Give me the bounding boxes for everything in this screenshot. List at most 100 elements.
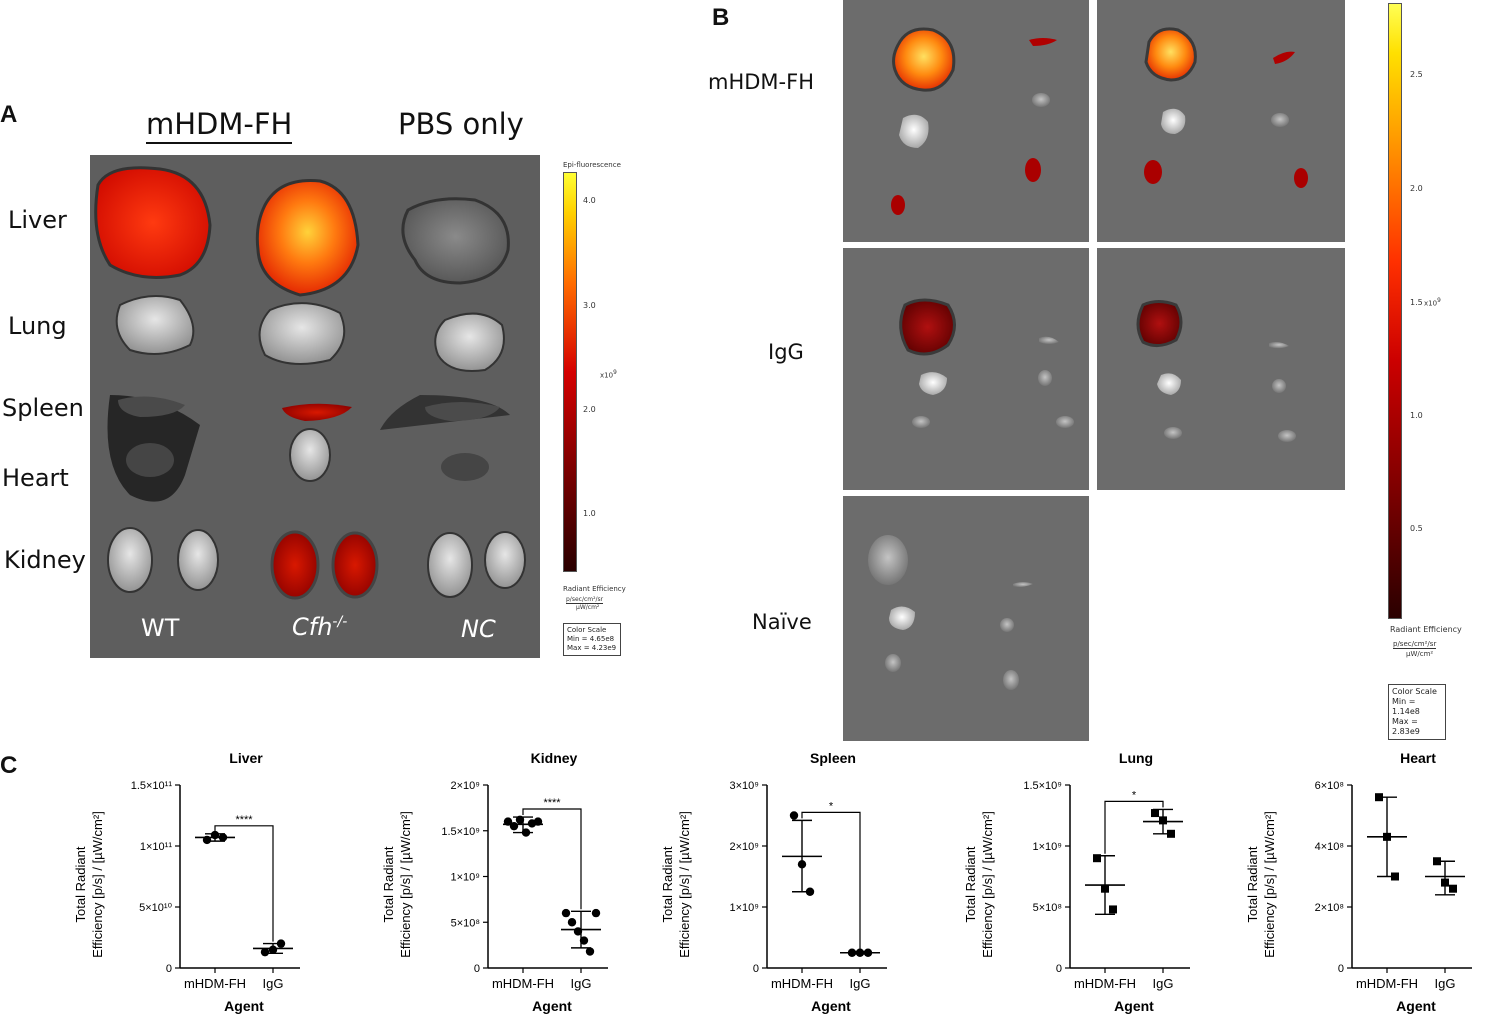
color-scale-b-min: Min = 1.14e8 (1392, 697, 1420, 716)
colorbar-a-unit-den: µW/cm² (576, 604, 600, 611)
chart-lung: Lung 0 5×10⁸ 1×10⁹ 1.5×10⁹ mHDM-FH IgG Agent Tot… (963, 750, 1190, 1014)
y-axis-label-line2: Efficiency [p/s] / [µW/cm²] (677, 811, 692, 958)
y-tick-label: 0 (753, 963, 759, 975)
data-point (260, 947, 270, 957)
data-point (218, 833, 228, 842)
data-point (585, 947, 595, 956)
colorbar-b-unit-title: Radiant Efficiency (1390, 625, 1462, 634)
data-point (533, 817, 543, 826)
y-tick-label: 4×10⁸ (1315, 841, 1344, 853)
x-tick-label: IgG (1435, 976, 1456, 991)
x-tick-label: IgG (571, 976, 592, 991)
significance-bracket (1104, 800, 1164, 854)
data-point (1093, 854, 1101, 863)
data-point (1375, 793, 1383, 802)
colorbar-b-tick: 0.5 (1410, 524, 1423, 533)
y-axis-label-line2: Efficiency [p/s] / [µW/cm²] (90, 811, 105, 958)
label-nc: NC (461, 615, 496, 643)
label-cfh-superscript: -/- (332, 614, 348, 630)
organ-label-lung: Lung (8, 312, 67, 340)
color-scale-a-title: Color Scale (567, 626, 607, 634)
y-tick-label: 0 (166, 963, 172, 975)
y-axis-label-line2: Efficiency [p/s] / [µW/cm²] (398, 811, 413, 958)
colorbar-a-tick: 3.0 (583, 301, 596, 310)
data-point (210, 830, 220, 840)
x-axis-label: Agent (532, 998, 572, 1014)
panel-a-letter: A (0, 101, 18, 128)
color-scale-a-max: Max = 4.23e9 (567, 644, 617, 652)
y-axis-label-line2: Efficiency [p/s] / [µW/cm²] (1262, 811, 1277, 958)
color-scale-a-min: Min = 4.65e8 (567, 635, 615, 643)
column-header-mhdm-fh: mHDM-FH (146, 106, 293, 144)
y-tick-label: 5×10⁸ (1033, 902, 1062, 914)
colorbar-a-unit-title: Radiant Efficiency (563, 585, 626, 593)
chart-title: Liver (229, 750, 263, 766)
label-cfh-text: Cfh (292, 613, 333, 641)
x-tick-label: mHDM-FH (1356, 976, 1418, 991)
colorbar-b-exp-sup: 9 (1437, 298, 1441, 304)
chart-heart: Heart 0 2×10⁸ 4×10⁸ 6×10⁸ mHDM-FH IgG Agent Tota… (1245, 750, 1472, 1014)
organ-label-heart: Heart (2, 464, 69, 492)
data-point (202, 835, 212, 845)
y-tick-label: 0 (1056, 963, 1062, 975)
y-tick-label: 2×10⁹ (730, 841, 760, 853)
panel-c-charts: Liver 0 5×10¹⁰ 1×10¹¹ 1.5×10¹¹ mHDM-FH IgG Agen… (73, 750, 1472, 1014)
x-tick-label: IgG (850, 976, 871, 991)
data-point (805, 887, 815, 896)
data-point (847, 948, 857, 957)
y-tick-label: 1.5×10⁹ (1023, 780, 1062, 792)
chart-spleen: Spleen 0 1×10⁹ 2×10⁹ 3×10⁹ mHDM-FH IgG Agent Tot… (660, 750, 887, 1014)
data-point (1159, 816, 1167, 825)
y-tick-label: 1×10⁹ (730, 902, 760, 914)
chart-title: Lung (1119, 750, 1153, 766)
y-tick-label: 0 (474, 963, 480, 975)
data-point (509, 821, 519, 831)
chart-title: Heart (1400, 750, 1436, 766)
data-point (268, 945, 278, 954)
y-tick-label: 1×10¹¹ (140, 841, 172, 853)
color-scale-b-max: Max = 2.83e9 (1392, 717, 1420, 736)
y-tick-label: 0 (1338, 963, 1344, 975)
data-point (855, 948, 865, 957)
panel-b-image (843, 0, 1345, 741)
y-axis-label-line1: Total Radiant (381, 846, 396, 922)
chart-title: Kidney (531, 750, 578, 766)
chart-title: Spleen (810, 750, 856, 766)
colorbar-a-exponent: x109 (600, 370, 617, 379)
y-axis-label-line2: Efficiency [p/s] / [µW/cm²] (980, 811, 995, 958)
colorbar-b-tick: 2.0 (1410, 184, 1423, 193)
significance-label: **** (235, 814, 253, 826)
x-tick-label: mHDM-FH (184, 976, 246, 991)
significance-label: **** (543, 797, 561, 809)
colorbar-a-tick: 1.0 (583, 509, 596, 518)
group-label-igg: IgG (768, 340, 804, 364)
y-tick-label: 2×10⁸ (1315, 902, 1344, 914)
colorbar-b-tick: 1.0 (1410, 411, 1423, 420)
colorbar-a-exp-sup: 9 (613, 370, 617, 376)
y-tick-label: 5×10¹⁰ (139, 902, 172, 914)
color-scale-box-b: Color Scale Min = 1.14e8 Max = 2.83e9 (1388, 684, 1446, 740)
chart-kidney: Kidney 0 5×10⁸ 1×10⁹ 1.5×10⁹ 2×10⁹ mHDM-FH IgG A… (381, 750, 608, 1014)
significance-label: * (1132, 789, 1137, 801)
significance-bracket (801, 811, 861, 950)
colorbar-a-tick: 4.0 (583, 196, 596, 205)
organ-label-kidney: Kidney (4, 546, 86, 574)
colorbar-b-unit-den: µW/cm² (1406, 650, 1434, 658)
x-tick-label: IgG (263, 976, 284, 991)
x-tick-label: IgG (1153, 976, 1174, 991)
y-tick-label: 6×10⁸ (1315, 780, 1344, 792)
y-axis-label-line1: Total Radiant (1245, 846, 1260, 922)
data-point (1109, 905, 1117, 914)
data-point (789, 811, 799, 820)
colorbar-b-exponent: x109 (1424, 298, 1441, 307)
x-axis-label: Agent (1396, 998, 1436, 1014)
data-point (863, 948, 873, 957)
y-tick-label: 3×10⁹ (730, 780, 760, 792)
chart-liver: Liver 0 5×10¹⁰ 1×10¹¹ 1.5×10¹¹ mHDM-FH IgG Agen… (73, 750, 300, 1014)
data-point (515, 815, 525, 824)
column-header-pbs-only: PBS only (398, 107, 524, 141)
data-point (1167, 829, 1175, 838)
data-point (1383, 832, 1391, 841)
x-tick-label: mHDM-FH (1074, 976, 1136, 991)
color-scale-b-title: Color Scale (1392, 687, 1437, 696)
